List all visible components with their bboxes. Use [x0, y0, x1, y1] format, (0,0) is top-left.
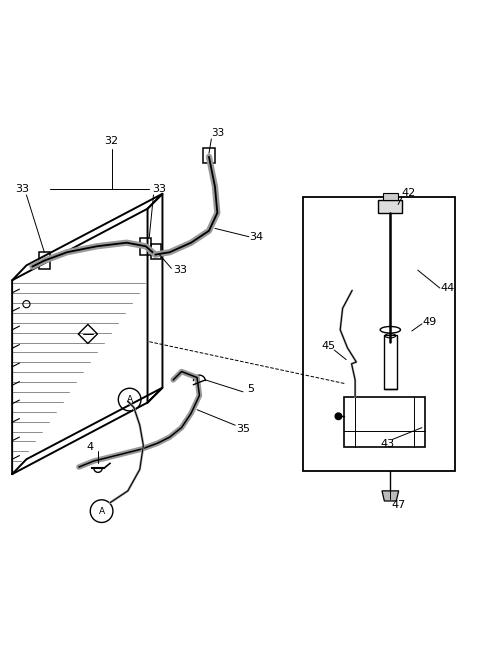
Bar	[383, 193, 398, 199]
Bar	[151, 245, 161, 259]
Bar	[384, 335, 397, 390]
Text: 49: 49	[422, 317, 437, 327]
Polygon shape	[382, 491, 399, 501]
Bar	[39, 253, 50, 269]
Text: A: A	[127, 395, 132, 404]
Text: 4: 4	[86, 442, 93, 452]
Text: 34: 34	[250, 232, 264, 241]
Text: 47: 47	[391, 500, 405, 510]
Text: 43: 43	[381, 440, 395, 449]
Text: 33: 33	[211, 128, 224, 138]
Bar	[140, 238, 151, 255]
Text: 33: 33	[153, 184, 167, 194]
Bar	[344, 397, 425, 447]
Text: 33: 33	[173, 265, 187, 275]
Text: 33: 33	[15, 184, 29, 194]
Bar	[302, 197, 455, 471]
Text: 45: 45	[321, 341, 336, 351]
Text: 5: 5	[247, 384, 254, 394]
Text: 44: 44	[441, 283, 455, 293]
Circle shape	[335, 413, 342, 420]
Text: 35: 35	[236, 424, 250, 434]
Bar	[203, 148, 215, 163]
Bar	[378, 199, 402, 213]
Text: A: A	[98, 506, 105, 516]
Text: 32: 32	[105, 136, 119, 146]
Text: 42: 42	[401, 188, 415, 197]
